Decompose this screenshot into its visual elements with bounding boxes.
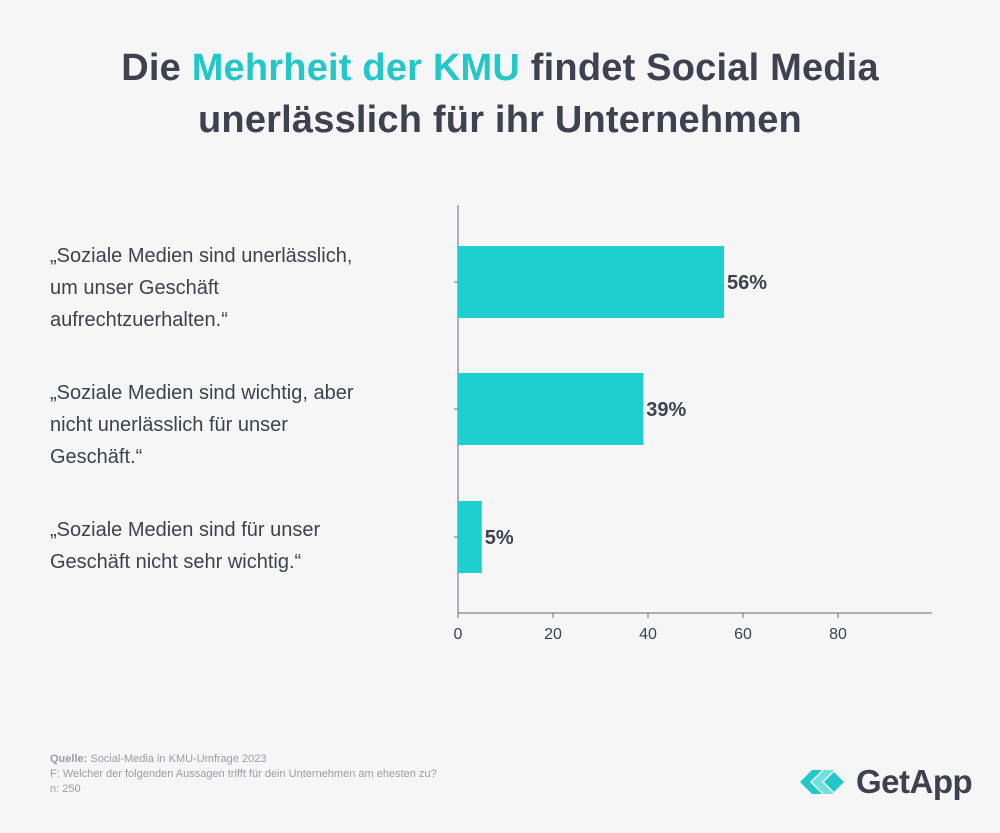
x-tick-label-20: 20 <box>544 626 562 643</box>
category-label-2-line-2: nicht unerlässlich für unser <box>50 414 288 436</box>
title-accent: Mehrheit der KMU <box>191 47 521 89</box>
bar-chart: 0 20 40 60 80 56% 39% 5% <box>454 205 932 643</box>
data-label-1: 56% <box>727 272 767 294</box>
bar-3 <box>458 501 482 573</box>
category-label-1-line-1: „Soziale Medien sind unerlässlich, <box>50 245 353 267</box>
x-tick-label-60: 60 <box>734 626 752 643</box>
data-label-2: 39% <box>646 399 686 421</box>
category-label-1: „Soziale Medien sind unerlässlich, um uns… <box>50 240 430 336</box>
x-tick-label-80: 80 <box>829 626 847 643</box>
category-label-1-line-3: aufrechtzuerhalten.“ <box>50 309 228 331</box>
category-label-2-line-3: Geschäft.“ <box>50 446 143 468</box>
title-before: Die <box>121 47 192 89</box>
category-label-3: „Soziale Medien sind für unser Geschäft n… <box>50 514 430 578</box>
category-label-1-line-2: um unser Geschäft <box>50 277 219 299</box>
title-line-1: Die Mehrheit der KMU findet Social Media <box>0 42 1000 94</box>
title-line-2: unerlässlich für ihr Unternehmen <box>198 99 802 141</box>
category-label-3-line-1: „Soziale Medien sind für unser <box>50 519 321 541</box>
getapp-logo: GetApp <box>800 760 980 804</box>
category-label-3-line-2: Geschäft nicht sehr wichtig.“ <box>50 551 302 573</box>
getapp-logo-icon <box>800 770 844 794</box>
source-value: Social-Media in KMU-Umfrage 2023 <box>87 753 267 765</box>
source-line: Quelle: Social-Media in KMU-Umfrage 2023 <box>50 752 437 767</box>
sample-size: n: 250 <box>50 783 81 795</box>
x-tick-label-40: 40 <box>639 626 657 643</box>
logo-text: GetApp <box>856 763 973 800</box>
footer: Quelle: Social-Media in KMU-Umfrage 2023… <box>50 752 437 797</box>
question-line: F: Welcher der folgenden Aussagen trifft… <box>50 768 437 780</box>
bar-1 <box>458 246 724 318</box>
category-label-2: „Soziale Medien sind wichtig, aber nicht … <box>50 377 430 473</box>
category-label-2-line-1: „Soziale Medien sind wichtig, aber <box>50 382 354 404</box>
bar-2 <box>458 373 644 445</box>
chart-title: Die Mehrheit der KMU findet Social Media… <box>0 42 1000 146</box>
x-tick-label-0: 0 <box>454 626 463 643</box>
title-after: findet Social Media <box>520 47 879 89</box>
source-key: Quelle: <box>50 753 88 765</box>
data-label-3: 5% <box>485 527 514 549</box>
